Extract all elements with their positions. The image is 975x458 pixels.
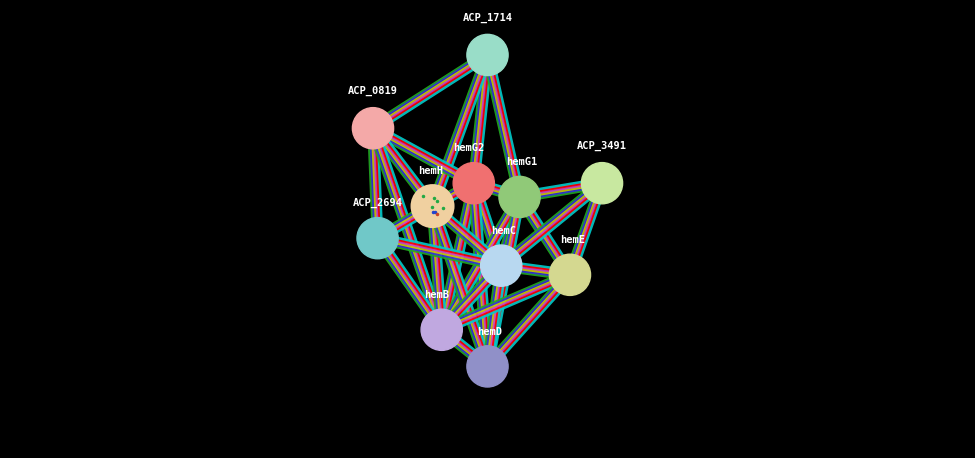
Circle shape <box>453 163 494 204</box>
Text: hemG2: hemG2 <box>453 143 485 153</box>
Circle shape <box>481 245 522 286</box>
Text: hemC: hemC <box>491 226 516 236</box>
Text: hemE: hemE <box>560 235 585 245</box>
Circle shape <box>581 163 623 204</box>
Circle shape <box>352 108 394 149</box>
Text: hemG1: hemG1 <box>506 157 537 167</box>
Circle shape <box>549 254 591 295</box>
Text: hemH: hemH <box>417 166 443 176</box>
Text: ACP_3491: ACP_3491 <box>577 141 627 151</box>
Text: ACP_0819: ACP_0819 <box>348 86 398 96</box>
Text: ACP_1714: ACP_1714 <box>462 13 513 23</box>
Text: hemD: hemD <box>478 327 502 337</box>
Circle shape <box>499 176 540 218</box>
Circle shape <box>357 218 398 259</box>
Circle shape <box>467 346 508 387</box>
Text: ACP_2694: ACP_2694 <box>353 198 403 208</box>
Text: hemB: hemB <box>425 290 449 300</box>
Circle shape <box>467 34 508 76</box>
Circle shape <box>421 309 462 350</box>
Circle shape <box>411 185 453 227</box>
